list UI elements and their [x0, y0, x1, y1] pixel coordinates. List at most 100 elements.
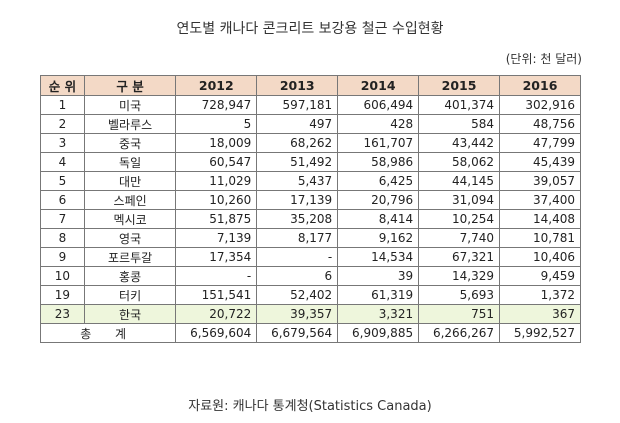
rank-cell: 23: [40, 304, 85, 324]
value-cell: 14,329: [418, 266, 501, 286]
header-year-2012: 2012: [175, 75, 258, 96]
value-cell: 6: [256, 266, 339, 286]
value-cell: 7,740: [418, 228, 501, 248]
table-row: 1 미국 728,947 597,181 606,494 401,374 302,916: [40, 95, 581, 115]
rank-cell: 4: [40, 152, 85, 172]
value-cell: 5: [175, 114, 258, 134]
value-cell: 497: [256, 114, 339, 134]
country-cell: 스페인: [83, 190, 177, 210]
value-cell: 14,534: [337, 247, 420, 267]
table-row: 8 영국 7,139 8,177 9,162 7,740 10,781: [40, 228, 581, 248]
unit-label: (단위: 천 달러): [505, 52, 582, 66]
total-cell: 6,679,564: [256, 323, 339, 343]
header-year-2016: 2016: [499, 75, 581, 96]
table-row: 2 벨라루스 5 497 428 584 48,756: [40, 114, 581, 134]
value-cell: 51,875: [175, 209, 258, 229]
value-cell: 39,357: [256, 304, 339, 324]
value-cell: 10,406: [499, 247, 581, 267]
country-cell: 홍콩: [83, 266, 177, 286]
value-cell: 14,408: [499, 209, 581, 229]
table-row: 6 스페인 10,260 17,139 20,796 31,094 37,400: [40, 190, 581, 210]
total-cell: 6,569,604: [175, 323, 258, 343]
value-cell: 302,916: [499, 95, 581, 115]
country-cell: 미국: [83, 95, 177, 115]
table-header-row: 순 위 구 분 2012 2013 2014 2015 2016: [40, 75, 581, 96]
value-cell: 10,260: [175, 190, 258, 210]
value-cell: 10,254: [418, 209, 501, 229]
country-cell: 영국: [83, 228, 177, 248]
rank-cell: 7: [40, 209, 85, 229]
value-cell: 8,414: [337, 209, 420, 229]
value-cell: 37,400: [499, 190, 581, 210]
value-cell: 68,262: [256, 133, 339, 153]
value-cell: -: [256, 247, 339, 267]
table-row: 23 한국 20,722 39,357 3,321 751 367: [40, 304, 581, 324]
country-cell: 멕시코: [83, 209, 177, 229]
header-rank: 순 위: [40, 75, 85, 96]
value-cell: 18,009: [175, 133, 258, 153]
value-cell: 51,492: [256, 152, 339, 172]
value-cell: 20,796: [337, 190, 420, 210]
rank-cell: 8: [40, 228, 85, 248]
value-cell: 39: [337, 266, 420, 286]
value-cell: 5,437: [256, 171, 339, 191]
header-category: 구 분: [83, 75, 177, 96]
value-cell: 61,319: [337, 285, 420, 305]
table-row: 19 터키 151,541 52,402 61,319 5,693 1,372: [40, 285, 581, 305]
value-cell: 58,986: [337, 152, 420, 172]
table-row: 10 홍콩 -6 39 14,329 9,459: [40, 266, 581, 286]
value-cell: 9,162: [337, 228, 420, 248]
table-body: 1 미국 728,947 597,181 606,494 401,374 302,916 2 벨…: [40, 95, 581, 324]
rank-cell: 1: [40, 95, 85, 115]
country-cell: 터키: [83, 285, 177, 305]
value-cell: 428: [337, 114, 420, 134]
table-row: 3 중국 18,009 68,262 161,707 43,442 47,799: [40, 133, 581, 153]
total-label: 총 계: [39, 323, 177, 343]
value-cell: 161,707: [337, 133, 420, 153]
value-cell: 8,177: [256, 228, 339, 248]
value-cell: 20,722: [175, 304, 258, 324]
value-cell: 35,208: [256, 209, 339, 229]
page-title: 연도별 캐나다 콘크리트 보강용 철근 수입현황: [176, 21, 444, 37]
table-row: 5 대만 11,029 5,437 6,425 44,145 39,057: [40, 171, 581, 191]
value-cell: 44,145: [418, 171, 501, 191]
value-cell: 367: [499, 304, 581, 324]
country-cell: 독일: [83, 152, 177, 172]
value-cell: 11,029: [175, 171, 258, 191]
rank-cell: 6: [40, 190, 85, 210]
table-row: 7 멕시코 51,875 35,208 8,414 10,254 14,408: [40, 209, 581, 229]
table-row: 4 독일 60,547 51,492 58,986 58,062 45,439: [40, 152, 581, 172]
value-cell: 67,321: [418, 247, 501, 267]
total-row: 총 계 6,569,604 6,679,564 6,909,885 6,266,…: [39, 323, 581, 343]
rank-cell: 9: [40, 247, 85, 267]
value-cell: 5,693: [418, 285, 501, 305]
value-cell: 728,947: [175, 95, 258, 115]
value-cell: 52,402: [256, 285, 339, 305]
value-cell: 606,494: [337, 95, 420, 115]
value-cell: 7,139: [175, 228, 258, 248]
value-cell: 47,799: [499, 133, 581, 153]
value-cell: 48,756: [499, 114, 581, 134]
value-cell: 1,372: [499, 285, 581, 305]
value-cell: 43,442: [418, 133, 501, 153]
value-cell: 9,459: [499, 266, 581, 286]
rank-cell: 19: [40, 285, 85, 305]
value-cell: 31,094: [418, 190, 501, 210]
rank-cell: 2: [40, 114, 85, 134]
total-cell: 5,992,527: [499, 323, 581, 343]
value-cell: 58,062: [418, 152, 501, 172]
value-cell: 751: [418, 304, 501, 324]
header-year-2013: 2013: [256, 75, 339, 96]
value-cell: 6,425: [337, 171, 420, 191]
country-cell: 대만: [83, 171, 177, 191]
header-year-2015: 2015: [418, 75, 501, 96]
value-cell: 151,541: [175, 285, 258, 305]
value-cell: 597,181: [256, 95, 339, 115]
value-cell: 401,374: [418, 95, 501, 115]
country-cell: 벨라루스: [83, 114, 177, 134]
total-cell: 6,266,267: [418, 323, 501, 343]
country-cell: 중국: [83, 133, 177, 153]
value-cell: 45,439: [499, 152, 581, 172]
value-cell: 584: [418, 114, 501, 134]
table-row: 9 포르투갈 17,354-14,534 67,321 10,406: [40, 247, 581, 267]
